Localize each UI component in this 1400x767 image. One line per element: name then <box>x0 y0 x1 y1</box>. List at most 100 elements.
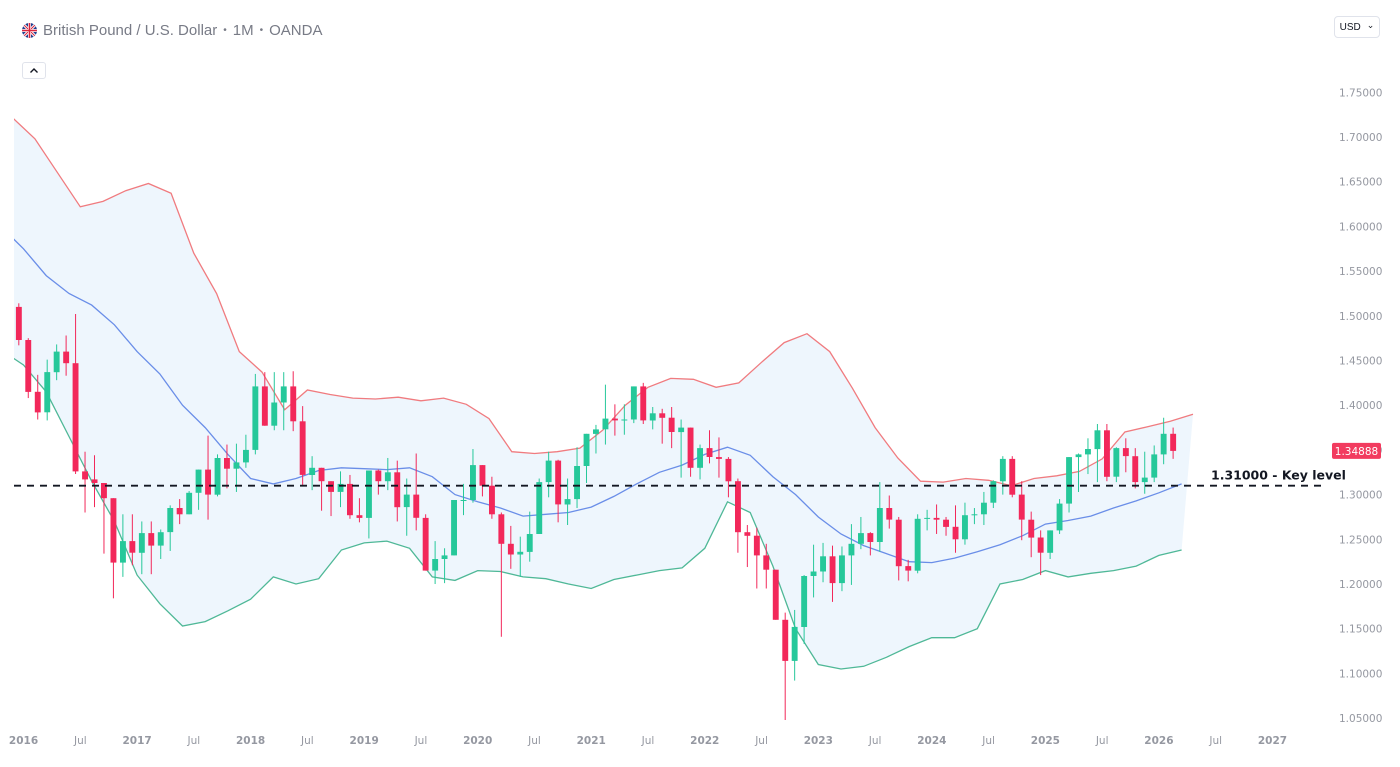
candle-body <box>801 576 808 627</box>
candle-body <box>668 417 675 432</box>
candle-body <box>1085 449 1091 455</box>
candle-body <box>347 483 353 516</box>
candle <box>574 447 580 509</box>
candle-body <box>157 532 164 546</box>
x-tick-label: 2018 <box>236 735 265 747</box>
candle-body <box>138 533 145 553</box>
candle-body <box>630 386 637 420</box>
candle-body <box>933 517 940 520</box>
candle-body <box>659 413 666 418</box>
candle-body <box>744 532 751 536</box>
candle <box>1170 427 1177 459</box>
candle-body <box>309 467 316 475</box>
candle-body <box>53 351 60 373</box>
collapse-button[interactable] <box>22 62 46 79</box>
x-tick-label: 2026 <box>1144 735 1173 747</box>
y-tick-label: 1.60000 <box>1339 221 1382 233</box>
bollinger-band-fill <box>14 119 1193 669</box>
candle-body <box>394 472 401 508</box>
candle <box>498 512 505 637</box>
candle <box>6 273 12 311</box>
candle-body <box>716 457 722 459</box>
candle-body <box>252 386 259 450</box>
candle <box>1056 499 1063 534</box>
candle-body <box>1094 430 1101 450</box>
candle <box>630 386 637 424</box>
candle <box>82 451 88 513</box>
candle-body <box>507 543 514 555</box>
candle-body <box>110 498 117 563</box>
candle-body <box>1170 433 1177 451</box>
x-tick-label: Jul <box>981 735 995 747</box>
y-tick-label: 1.05000 <box>1339 713 1382 725</box>
candle <box>489 476 495 519</box>
interval[interactable]: 1M <box>232 21 254 39</box>
candle-body <box>101 483 107 499</box>
key-level-label: 1.31000 - Key level <box>1211 468 1346 483</box>
candle <box>479 465 486 497</box>
candle-body <box>943 519 949 527</box>
candle-body <box>72 363 79 472</box>
candle-body <box>25 340 32 392</box>
candle-body <box>1132 456 1139 483</box>
candle-body <box>460 500 467 501</box>
candle <box>858 516 864 550</box>
candle <box>148 521 155 575</box>
candle <box>545 451 552 498</box>
candle-body <box>432 559 439 571</box>
candle-body <box>63 351 70 364</box>
symbol-name[interactable]: British Pound / U.S. Dollar <box>43 21 218 39</box>
candle <box>1104 423 1110 482</box>
candle-body <box>1160 433 1167 455</box>
candle <box>943 516 949 536</box>
x-tick-label: 2021 <box>577 735 606 747</box>
candle-body <box>1113 448 1120 477</box>
candle <box>101 482 107 554</box>
candle <box>905 559 912 582</box>
candle-body <box>886 508 893 520</box>
last-price-badge-bg <box>1332 442 1381 459</box>
x-tick-label: 2019 <box>350 735 379 747</box>
x-tick-label: Jul <box>1095 735 1109 747</box>
candle <box>243 434 249 468</box>
candle <box>290 371 297 432</box>
candle-body <box>706 448 713 457</box>
candle-body <box>15 306 22 340</box>
candle-body <box>1151 454 1158 478</box>
candle-body <box>44 372 51 413</box>
candle-body <box>498 514 505 544</box>
candle <box>1132 448 1139 489</box>
candle <box>914 514 921 574</box>
candle <box>602 384 609 445</box>
candle <box>25 338 32 399</box>
candle <box>1113 447 1120 483</box>
candle-body <box>829 556 836 584</box>
candle-body <box>810 571 817 576</box>
candle <box>1009 456 1016 498</box>
candle-body <box>1009 458 1016 495</box>
candle-body <box>725 458 732 482</box>
candle-body <box>195 469 202 493</box>
candle-body <box>517 551 524 555</box>
candle <box>820 542 826 583</box>
candle <box>309 456 316 491</box>
candle <box>507 525 514 569</box>
candles <box>6 273 1177 720</box>
candle <box>195 469 202 510</box>
candle <box>233 443 240 492</box>
x-tick-label: Jul <box>73 735 87 747</box>
candle-body <box>375 470 382 482</box>
candle-body <box>678 427 685 433</box>
candle <box>214 454 221 497</box>
key-level: 1.31000 - Key level <box>14 468 1346 487</box>
candle <box>432 541 439 585</box>
candle-body <box>337 483 344 492</box>
candle-body <box>34 391 41 413</box>
x-tick-label: Jul <box>300 735 314 747</box>
currency-selector[interactable]: USD ⌄ <box>1334 16 1380 38</box>
candle <box>120 514 126 577</box>
candle-body <box>1047 530 1054 553</box>
candle <box>157 529 164 559</box>
candle-body <box>914 518 921 571</box>
